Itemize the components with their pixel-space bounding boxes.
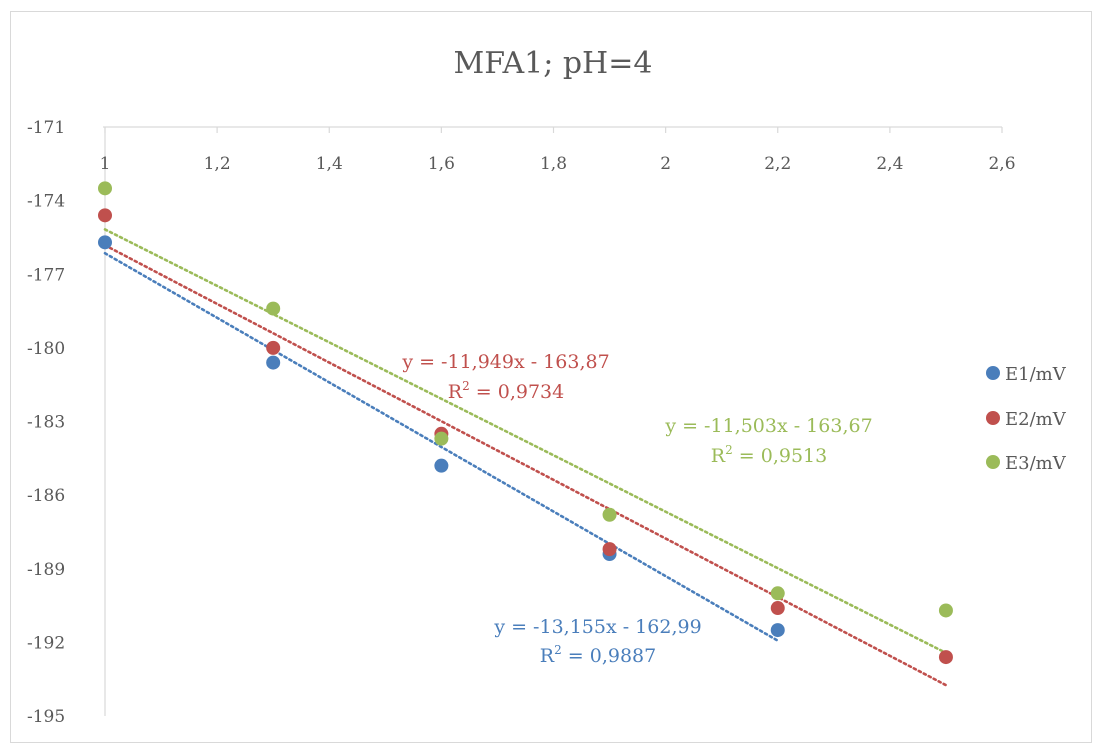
y-tick-label: -180 xyxy=(27,339,65,359)
trendline-e1-mv xyxy=(103,251,780,642)
x-tick-label: 1,8 xyxy=(540,154,567,174)
x-tick-label: 1,4 xyxy=(316,154,343,174)
legend-marker xyxy=(986,411,1000,425)
r-squared-label: R2 = 0,9734 xyxy=(448,379,564,403)
legend-label: E3/mV xyxy=(1005,453,1067,474)
r-squared-superscript: 2 xyxy=(725,443,733,457)
r-squared-value: = 0,9734 xyxy=(470,381,564,403)
r-squared-superscript: 2 xyxy=(462,379,470,393)
trendline-equation: y = -11,503x - 163,67 xyxy=(664,415,872,437)
legend-marker xyxy=(986,455,1000,469)
data-point xyxy=(434,431,449,446)
x-tick-label: 2,4 xyxy=(876,154,903,174)
r-squared-value: = 0,9887 xyxy=(562,645,656,667)
data-point xyxy=(266,301,281,316)
data-point xyxy=(602,542,617,557)
y-tick-label: -186 xyxy=(27,486,65,506)
data-point xyxy=(938,603,953,618)
data-point xyxy=(98,208,112,223)
trendline-e3-mv xyxy=(103,228,948,655)
x-tick-label: 1,6 xyxy=(428,154,455,174)
r-squared-label: R2 = 0,9513 xyxy=(711,443,827,467)
r-squared-label: R2 = 0,9887 xyxy=(540,643,656,667)
x-tick-label: 2,2 xyxy=(764,154,791,174)
x-tick-label: 1,2 xyxy=(204,154,231,174)
y-tick-label: -171 xyxy=(27,118,65,138)
legend: E1/mV E2/mV E3/mV xyxy=(986,364,1067,474)
trendline-e2-mv xyxy=(103,243,948,687)
y-tick-label: -177 xyxy=(27,265,65,285)
data-point xyxy=(98,181,112,196)
data-point xyxy=(266,355,281,370)
data-points xyxy=(98,181,953,665)
chart-frame xyxy=(10,11,1092,743)
r-squared-superscript: 2 xyxy=(554,643,562,657)
x-tick-label: 1 xyxy=(100,154,111,174)
data-point xyxy=(434,458,449,473)
y-tick-label: -189 xyxy=(27,560,65,580)
r-squared-prefix: R xyxy=(540,645,555,667)
legend-marker xyxy=(986,366,1000,380)
data-point xyxy=(938,650,953,665)
chart-title: MFA1; pH=4 xyxy=(454,46,653,81)
r-squared-value: = 0,9513 xyxy=(733,445,827,467)
legend-label: E2/mV xyxy=(1005,409,1067,430)
data-point xyxy=(98,235,112,250)
r-squared-prefix: R xyxy=(448,381,463,403)
axes: 1 1,2 1,4 1,6 1,8 2 2,2 2,4 2,6 -171 -174 -177 -180 -… xyxy=(27,118,1016,727)
data-point xyxy=(770,586,785,601)
r-squared-prefix: R xyxy=(711,445,726,467)
trendline-equation: y = -13,155x - 162,99 xyxy=(493,616,701,638)
x-tick-label: 2,6 xyxy=(988,154,1015,174)
y-tick-label: -195 xyxy=(27,707,65,727)
y-tick-label: -192 xyxy=(27,633,65,653)
trendlines xyxy=(103,228,948,687)
x-tick-label: 2 xyxy=(660,154,671,174)
y-tick-label: -183 xyxy=(27,413,65,433)
data-point xyxy=(266,340,281,355)
trendline-equation: y = -11,949x - 163,87 xyxy=(401,351,609,373)
data-point xyxy=(602,507,617,522)
legend-label: E1/mV xyxy=(1005,364,1067,385)
data-point xyxy=(770,623,785,638)
data-point xyxy=(770,601,785,616)
y-tick-label: -174 xyxy=(27,192,65,212)
